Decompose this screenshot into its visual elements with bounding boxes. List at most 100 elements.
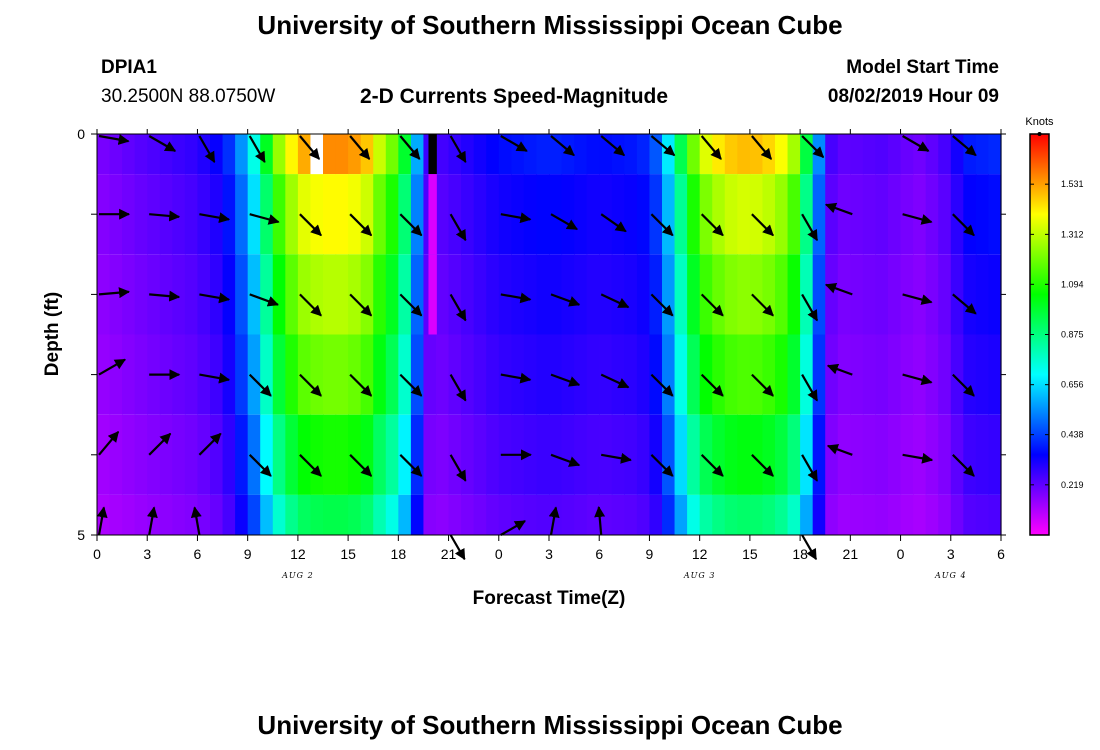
heatmap-cell — [410, 334, 425, 415]
heatmap-cell — [875, 334, 889, 415]
heatmap-cell — [963, 494, 977, 535]
heatmap-cell — [398, 174, 412, 255]
heatmap-cell — [172, 414, 186, 495]
heatmap-cell — [436, 174, 450, 255]
heatmap-cell — [875, 494, 889, 535]
heatmap-cell — [825, 174, 839, 255]
heatmap-cell — [574, 254, 588, 335]
heatmap-cell — [800, 174, 814, 255]
current-vector — [826, 444, 853, 456]
current-vector — [751, 135, 773, 160]
heatmap-cell — [448, 494, 462, 535]
heatmap-cell — [850, 334, 864, 415]
current-vector — [198, 135, 216, 163]
heatmap-cell — [712, 254, 726, 335]
heatmap-cell — [662, 494, 676, 535]
heatmap-cell — [925, 254, 939, 335]
heatmap-cell — [775, 494, 789, 535]
heatmap-cell — [925, 494, 939, 535]
current-vector — [826, 363, 853, 376]
heatmap-cell — [398, 254, 412, 335]
heatmap-cell — [636, 174, 651, 255]
heatmap-cell — [913, 414, 927, 495]
heatmap-cell — [938, 494, 952, 535]
heatmap-cell — [323, 334, 337, 415]
heatmap-cell — [109, 254, 123, 335]
heatmap-cell — [461, 334, 475, 415]
heatmap-cell — [323, 254, 337, 335]
heatmap-cell — [473, 254, 487, 335]
heatmap-cell — [988, 134, 1002, 175]
heatmap-cell — [925, 134, 939, 175]
heatmap-cell — [360, 334, 374, 415]
current-vector — [751, 373, 774, 397]
heatmap-cell — [486, 174, 500, 255]
heatmap-cell — [335, 134, 349, 175]
heatmap-cell — [812, 334, 826, 415]
current-vector — [449, 135, 467, 163]
heatmap-cell — [498, 134, 512, 175]
current-vector — [594, 506, 606, 536]
heatmap-cell — [97, 414, 111, 495]
heatmap-cell — [561, 414, 575, 495]
heatmap-cell — [511, 254, 525, 335]
heatmap-cell — [800, 414, 814, 495]
heatmap-cell — [486, 134, 500, 175]
heatmap-cell — [247, 174, 261, 255]
heatmap-cell — [762, 174, 776, 255]
heatmap-cell — [260, 414, 274, 495]
heatmap-cell — [122, 414, 136, 495]
heatmap-cell — [360, 414, 374, 495]
current-vector — [902, 293, 933, 305]
heatmap-cell — [674, 494, 688, 535]
heatmap-cell — [699, 174, 713, 255]
heatmap-cell — [938, 414, 952, 495]
current-vector — [500, 212, 532, 224]
date-label: AUG 2 — [281, 571, 314, 580]
heatmap-cell — [825, 414, 839, 495]
x-tick-label: 3 — [947, 546, 955, 562]
heatmap-cell — [109, 414, 123, 495]
heatmap-cell — [247, 254, 261, 335]
heatmap-cell — [473, 414, 487, 495]
heatmap-cell — [436, 494, 450, 535]
heatmap-cell — [586, 134, 600, 175]
heatmap-cell — [787, 134, 801, 175]
heatmap-cell — [561, 254, 575, 335]
heatmap-cell — [122, 254, 136, 335]
heatmap-cell — [737, 134, 751, 175]
heatmap-cell — [272, 254, 286, 335]
heatmap-cell — [762, 134, 776, 175]
heatmap-cell — [235, 254, 249, 335]
heatmap-cell — [486, 254, 500, 335]
heatmap-cell — [963, 334, 977, 415]
current-vector — [399, 213, 423, 237]
heatmap-cell — [235, 334, 249, 415]
heatmap-cell — [699, 334, 713, 415]
heatmap-cell — [297, 334, 312, 415]
heatmap-cell — [586, 414, 600, 495]
heatmap-cell — [737, 334, 751, 415]
current-vector — [801, 374, 819, 402]
current-vector — [299, 213, 322, 237]
heatmap-cell — [549, 414, 563, 495]
heatmap-cell — [674, 414, 688, 495]
current-vector — [399, 373, 423, 397]
heatmap-cell — [385, 254, 399, 335]
current-vector — [601, 452, 632, 464]
page-title-bottom: University of Southern Mississippi Ocean… — [257, 710, 843, 740]
current-vector — [146, 506, 158, 536]
heatmap-cell — [398, 494, 412, 535]
heatmap-cell — [134, 174, 148, 255]
heatmap-cell — [134, 254, 148, 335]
heatmap-cell — [210, 254, 224, 335]
current-vector — [349, 293, 373, 317]
heatmap-cell — [222, 414, 236, 495]
heatmap-cell — [837, 254, 851, 335]
heatmap-cell — [561, 174, 575, 255]
heatmap-cell — [235, 134, 249, 175]
heatmap-cell — [184, 254, 199, 335]
current-vector — [149, 290, 181, 302]
heatmap-cell-special — [428, 174, 437, 255]
heatmap-cell — [197, 134, 211, 175]
